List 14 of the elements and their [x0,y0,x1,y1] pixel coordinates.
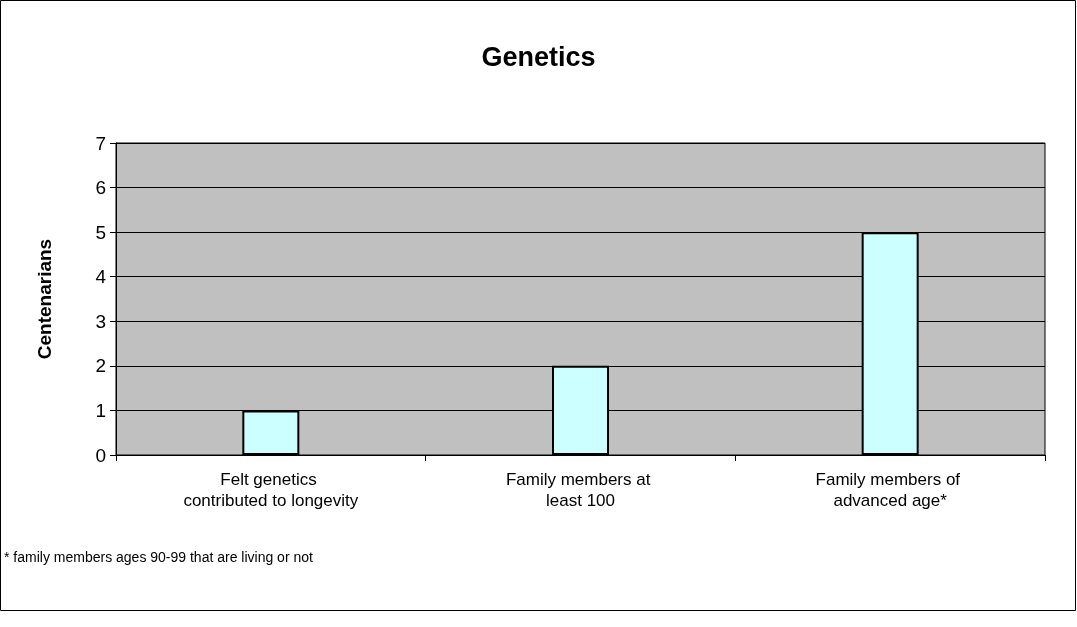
x-tick-label: Family members of advanced age* [815,470,965,510]
y-axis-title: Centenarians [34,238,55,360]
x-tick-label: Family members at least 100 [505,470,656,510]
y-tick-label: 1 [95,399,106,421]
x-tick-label: Felt genetics contributed to longevity [183,470,359,510]
y-tick-label: 4 [95,266,107,288]
y-tick-label: 0 [95,444,106,466]
y-tick-label: 5 [95,221,106,243]
y-tick-label: 6 [95,177,106,199]
y-tick-label: 7 [95,132,106,154]
y-tick-label: 2 [95,355,106,377]
y-tick-label: 3 [95,310,106,332]
chart-title: Genetics [481,41,596,72]
text: * family members ages 90-99 that are living or not [4,549,314,565]
